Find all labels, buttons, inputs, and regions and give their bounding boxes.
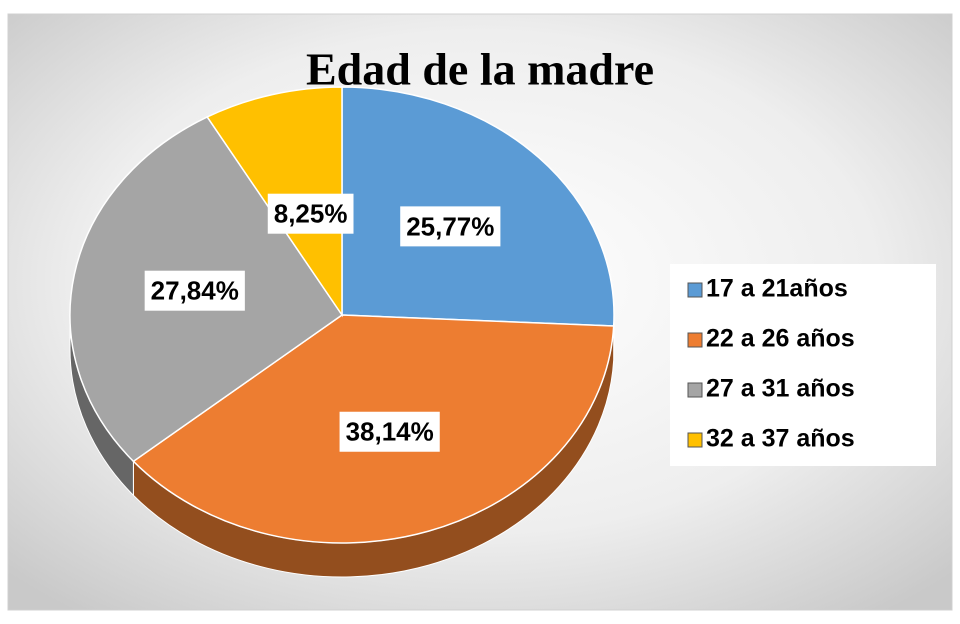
legend-label: 32 a 37 años: [706, 425, 855, 453]
data-label: 25,77%: [406, 211, 494, 241]
data-label: 8,25%: [274, 199, 348, 229]
data-label-box: [400, 206, 501, 247]
data-label: 38,14%: [346, 417, 434, 447]
legend-label: 22 a 26 años: [706, 325, 855, 353]
data-label: 27,84%: [151, 276, 239, 306]
legend-label: 27 a 31 años: [706, 375, 855, 403]
legend-label: 17 a 21años: [706, 275, 848, 303]
legend-entries: 17 a 21años 22 a 26 años 27 a 31 años 32 a …: [687, 275, 855, 453]
legend-swatch: [687, 282, 703, 298]
legend: [670, 264, 936, 466]
data-labels: 25,77% 38,14% 27,84% 8,25%: [144, 193, 501, 452]
legend-swatch: [687, 382, 703, 398]
data-label-box: [339, 411, 440, 452]
legend-swatch: [687, 432, 703, 448]
data-label-box: [267, 193, 354, 234]
legend-swatch: [687, 332, 703, 348]
data-label-box: [144, 270, 245, 311]
pie-top: [69, 86, 615, 544]
chart-title: Edad de la madre: [306, 44, 654, 95]
